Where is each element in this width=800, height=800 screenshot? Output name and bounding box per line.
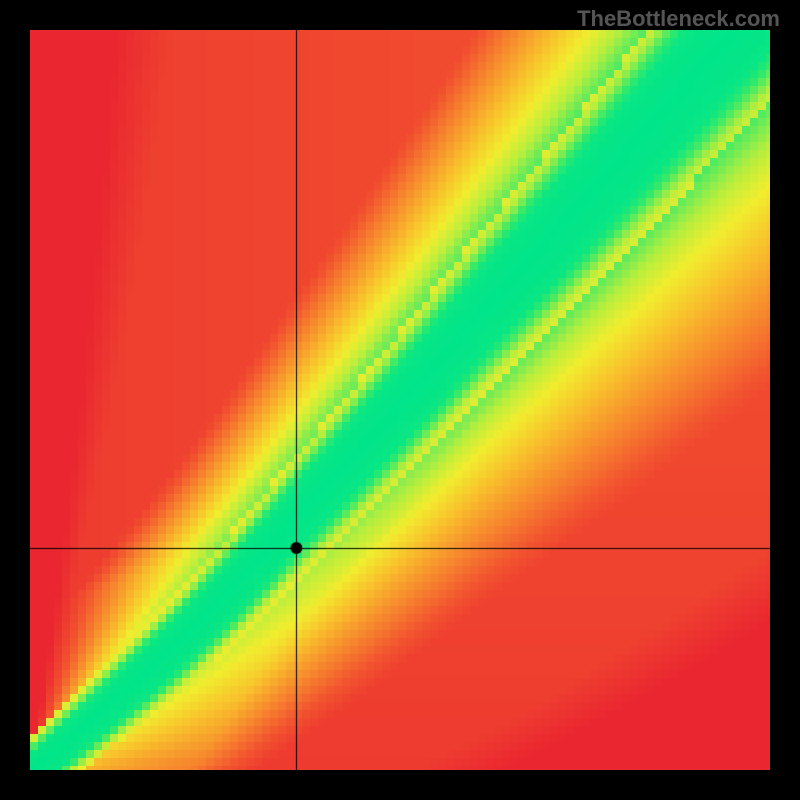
crosshair-overlay [30,30,770,770]
watermark-text: TheBottleneck.com [577,6,780,32]
